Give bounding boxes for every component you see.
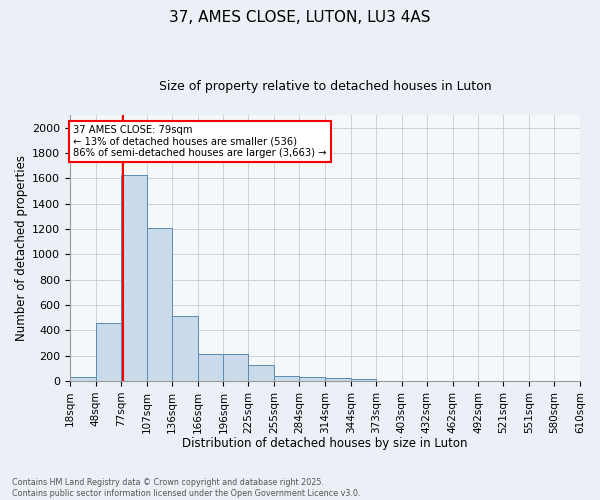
Bar <box>299 377 325 381</box>
Title: Size of property relative to detached houses in Luton: Size of property relative to detached ho… <box>158 80 491 93</box>
Text: 37, AMES CLOSE, LUTON, LU3 4AS: 37, AMES CLOSE, LUTON, LU3 4AS <box>169 10 431 25</box>
Bar <box>351 379 376 381</box>
Bar <box>274 376 299 381</box>
Text: 37 AMES CLOSE: 79sqm
← 13% of detached houses are smaller (536)
86% of semi-deta: 37 AMES CLOSE: 79sqm ← 13% of detached h… <box>73 125 327 158</box>
Bar <box>96 322 121 381</box>
Y-axis label: Number of detached properties: Number of detached properties <box>15 155 28 341</box>
Bar <box>172 316 197 381</box>
Bar <box>146 228 172 381</box>
Bar <box>223 354 248 381</box>
X-axis label: Distribution of detached houses by size in Luton: Distribution of detached houses by size … <box>182 437 468 450</box>
Bar <box>121 174 146 381</box>
Bar <box>325 378 351 381</box>
Bar <box>70 376 96 381</box>
Bar <box>197 354 223 381</box>
Bar <box>248 365 274 381</box>
Text: Contains HM Land Registry data © Crown copyright and database right 2025.
Contai: Contains HM Land Registry data © Crown c… <box>12 478 361 498</box>
